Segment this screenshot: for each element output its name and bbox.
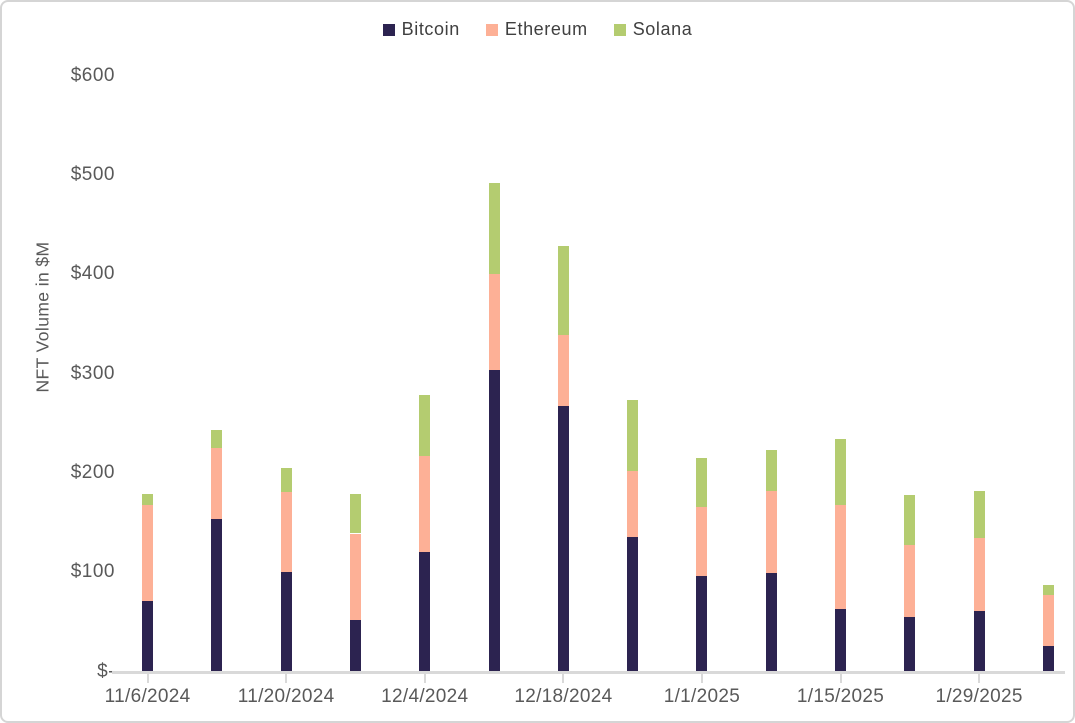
legend-item-solana: Solana [613, 19, 693, 40]
bar-segment-ethereum [211, 448, 223, 519]
bar-segment-ethereum [904, 545, 916, 617]
x-tick-mark [839, 673, 842, 683]
bar-segment-bitcoin [973, 610, 985, 672]
x-tick-label: 1/1/2025 [663, 686, 741, 707]
x-tick-mark [562, 673, 565, 683]
bar-segment-solana [211, 430, 223, 449]
bar-segment-ethereum [419, 456, 431, 553]
y-tick-label: $200 [70, 461, 115, 483]
x-tick-mark [423, 673, 426, 683]
x-axis-line [112, 671, 1065, 674]
x-tick-mark [700, 673, 703, 683]
bar-segment-ethereum [835, 504, 846, 609]
legend: Bitcoin Ethereum Solana [2, 19, 1073, 40]
y-tick-label: $400 [70, 263, 115, 285]
bar-segment-ethereum [696, 506, 708, 577]
bar-segment-ethereum [349, 533, 361, 620]
bar-segment-solana [765, 450, 777, 491]
bar-segment-solana [973, 490, 985, 539]
x-tick-label: 11/20/2024 [237, 686, 335, 707]
y-tick-label: $- [97, 660, 115, 682]
bar-segment-solana [627, 400, 639, 471]
y-tick-label: $300 [70, 362, 115, 384]
bar-segment-solana [488, 182, 500, 275]
bar-segment-bitcoin [696, 576, 708, 672]
x-tick-label: 1/29/2025 [935, 686, 1023, 707]
x-tick-mark [978, 673, 981, 683]
bar-segment-ethereum [1043, 595, 1054, 646]
bar-segment-ethereum [627, 470, 639, 538]
bar-segment-bitcoin [904, 616, 916, 672]
bar-segment-ethereum [488, 274, 500, 370]
bar-segment-solana [349, 493, 361, 534]
legend-swatch-bitcoin [382, 23, 395, 36]
bar-segment-solana [557, 245, 569, 335]
legend-swatch-solana [613, 23, 626, 36]
bar-segment-solana [280, 467, 292, 492]
x-tick-label: 12/4/2024 [381, 686, 469, 707]
x-tick-mark [146, 673, 149, 683]
bar-segment-ethereum [142, 504, 154, 601]
legend-item-bitcoin: Bitcoin [382, 19, 460, 40]
bar-segment-bitcoin [488, 369, 500, 672]
legend-item-ethereum: Ethereum [485, 19, 588, 40]
bar-segment-ethereum [765, 490, 777, 574]
x-tick-label: 11/6/2024 [104, 686, 191, 707]
bar-segment-bitcoin [1043, 645, 1054, 672]
legend-label-solana: Solana [632, 19, 693, 39]
bar-segment-bitcoin [557, 406, 569, 672]
bar-segment-ethereum [280, 491, 292, 573]
x-tick-mark [285, 673, 288, 683]
x-tick-label: 1/15/2025 [796, 686, 885, 707]
bar-segment-bitcoin [349, 619, 361, 672]
bar-segment-bitcoin [142, 601, 154, 672]
x-tick-label: 12/18/2024 [514, 686, 613, 707]
bar-segment-bitcoin [211, 518, 223, 672]
bar-segment-solana [835, 439, 846, 505]
bar-segment-bitcoin [419, 552, 431, 672]
y-tick-label: $500 [70, 164, 115, 185]
legend-swatch-ethereum [485, 23, 498, 36]
bar-segment-solana [419, 394, 431, 457]
bar-segment-solana [904, 494, 916, 546]
bar-segment-bitcoin [765, 573, 777, 672]
y-tick-label: $100 [70, 561, 115, 583]
bar-segment-solana [696, 458, 708, 507]
bar-segment-bitcoin [280, 572, 292, 672]
bar-segment-ethereum [973, 538, 985, 611]
legend-label-bitcoin: Bitcoin [401, 19, 460, 39]
bar-segment-ethereum [557, 334, 569, 407]
legend-label-ethereum: Ethereum [504, 19, 588, 39]
bar-segment-bitcoin [627, 537, 639, 672]
bar-segment-solana [1043, 585, 1054, 595]
bar-segment-bitcoin [835, 608, 846, 672]
bar-segment-solana [142, 493, 154, 505]
y-tick-label: $600 [70, 64, 115, 86]
